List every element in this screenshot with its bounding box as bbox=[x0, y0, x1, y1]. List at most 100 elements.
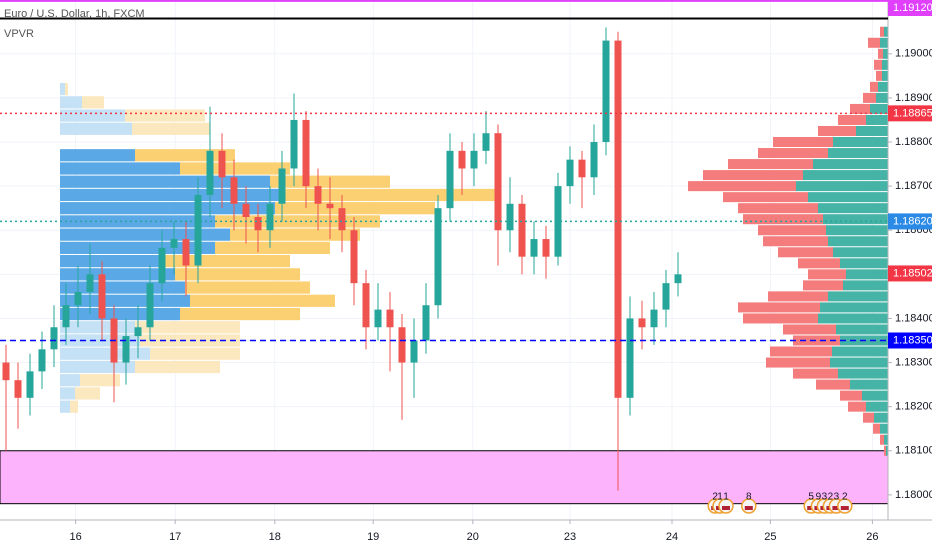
profile-buy-bar bbox=[828, 148, 888, 159]
candle-body bbox=[386, 309, 394, 328]
candle-body bbox=[518, 203, 526, 257]
profile-up-bar bbox=[60, 400, 70, 413]
profile-sell-bar bbox=[880, 434, 884, 445]
price-label-bg bbox=[888, 213, 932, 230]
profile-up-bar bbox=[60, 347, 150, 360]
profile-buy-bar bbox=[866, 114, 888, 125]
profile-buy-bar bbox=[820, 302, 888, 313]
profile-sell-bar bbox=[738, 302, 820, 313]
profile-sell-bar bbox=[728, 159, 813, 170]
plot bbox=[0, 0, 889, 520]
event-label: 1 bbox=[723, 492, 729, 503]
profile-buy-bar bbox=[818, 313, 888, 324]
profile-buy-bar bbox=[818, 203, 888, 214]
candle-body bbox=[206, 150, 214, 195]
x-tick-label: 17 bbox=[169, 531, 181, 543]
profile-up-bar bbox=[60, 228, 230, 241]
y-tick-label: 1.18200 bbox=[895, 401, 932, 413]
candle-body bbox=[2, 362, 10, 381]
candle-body bbox=[134, 327, 142, 337]
profile-buy-bar bbox=[882, 70, 888, 81]
zone bbox=[0, 450, 889, 505]
profile-buy-bar bbox=[870, 103, 888, 114]
price-label: 1.18620 bbox=[893, 215, 932, 227]
profile-sell-bar bbox=[840, 390, 862, 401]
profile-sell-bar bbox=[808, 269, 846, 280]
price-label: 1.18350 bbox=[893, 334, 932, 346]
candle-body bbox=[242, 203, 250, 217]
profile-down-bar bbox=[125, 109, 205, 122]
profile-sell-bar bbox=[874, 59, 882, 70]
candle-body bbox=[182, 239, 190, 266]
profile-sell-bar bbox=[863, 92, 876, 103]
profile-sell-bar bbox=[773, 137, 833, 148]
event-flag bbox=[744, 506, 753, 510]
price-label-bg bbox=[888, 0, 932, 16]
profile-buy-bar bbox=[850, 379, 888, 390]
profile-up-bar bbox=[60, 374, 80, 387]
profile-up-bar bbox=[60, 122, 132, 135]
candle-body bbox=[374, 309, 382, 328]
profile-sell-bar bbox=[738, 203, 818, 214]
profile-buy-bar bbox=[884, 434, 888, 445]
profile-sell-bar bbox=[793, 335, 840, 346]
x-tick-label: 20 bbox=[467, 531, 479, 543]
profile-up-bar bbox=[60, 175, 270, 188]
candle-body bbox=[98, 274, 106, 319]
price-label-bg bbox=[888, 332, 932, 349]
candle-body bbox=[542, 239, 550, 257]
profile-sell-bar bbox=[876, 70, 882, 81]
profile-up-bar bbox=[60, 360, 135, 374]
profile-up-bar bbox=[60, 188, 285, 202]
profile-up-bar bbox=[60, 202, 275, 215]
profile-sell-bar bbox=[723, 192, 808, 203]
candle-body bbox=[278, 168, 286, 204]
profile-sell-bar bbox=[818, 125, 856, 137]
candle-body bbox=[350, 230, 358, 284]
event-label: 2 bbox=[828, 492, 834, 503]
profile-down-bar bbox=[70, 400, 78, 413]
y-tick-label: 1.18100 bbox=[895, 445, 932, 457]
profile-down-bar bbox=[80, 374, 120, 387]
candle-body bbox=[482, 133, 490, 151]
candle-body bbox=[422, 305, 430, 341]
x-tick-label: 25 bbox=[764, 531, 776, 543]
profile-down-bar bbox=[135, 360, 220, 374]
profile-up-bar bbox=[60, 109, 125, 122]
indicator-name: VPVR bbox=[4, 28, 34, 40]
profile-buy-bar bbox=[838, 368, 888, 379]
candle-body bbox=[590, 142, 598, 178]
candle-body bbox=[170, 239, 178, 248]
profile-buy-bar bbox=[836, 324, 888, 335]
profile-sell-bar bbox=[688, 181, 796, 192]
event-flag bbox=[722, 506, 730, 510]
candle-body bbox=[218, 150, 226, 178]
profile-sell-bar bbox=[798, 258, 840, 269]
profile-sell-bar bbox=[878, 48, 883, 59]
profile-up-bar bbox=[60, 96, 82, 109]
y-tick-label: 1.18900 bbox=[895, 92, 932, 104]
profile-up-bar bbox=[60, 254, 160, 268]
price-label: 1.18502 bbox=[893, 267, 932, 279]
profile-sell-bar bbox=[766, 357, 830, 368]
price-label-bg bbox=[888, 105, 932, 122]
candle-body bbox=[674, 274, 682, 284]
x-tick-label: 18 bbox=[269, 531, 281, 543]
candle-body bbox=[38, 349, 46, 372]
profile-buy-bar bbox=[832, 346, 888, 357]
candle-body bbox=[314, 186, 322, 204]
candle-body bbox=[650, 309, 658, 328]
candle-body bbox=[158, 247, 166, 284]
candle-body bbox=[578, 159, 586, 178]
profile-sell-bar bbox=[778, 247, 833, 258]
candle-body bbox=[398, 327, 406, 363]
profile-down-bar bbox=[82, 96, 104, 109]
profile-buy-bar bbox=[883, 48, 888, 59]
candle-body bbox=[362, 283, 370, 328]
candle-body bbox=[410, 340, 418, 363]
candle-body bbox=[554, 186, 562, 257]
profile-sell-bar bbox=[768, 291, 828, 302]
profile-buy-bar bbox=[830, 357, 888, 368]
price-label: 1.19120 bbox=[893, 2, 932, 14]
